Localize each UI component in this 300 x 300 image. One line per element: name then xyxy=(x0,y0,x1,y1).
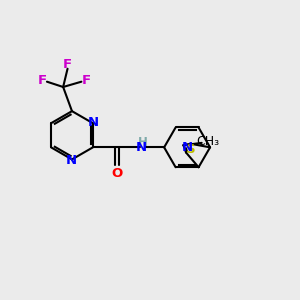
Text: F: F xyxy=(82,74,91,87)
Text: S: S xyxy=(186,143,196,156)
Text: H: H xyxy=(138,136,148,149)
Text: N: N xyxy=(65,154,77,166)
Text: F: F xyxy=(63,58,72,70)
Text: N: N xyxy=(88,116,99,129)
Text: O: O xyxy=(111,167,123,180)
Text: F: F xyxy=(38,74,47,87)
Text: N: N xyxy=(182,141,193,154)
Text: N: N xyxy=(136,141,147,154)
Text: CH₃: CH₃ xyxy=(196,136,220,148)
